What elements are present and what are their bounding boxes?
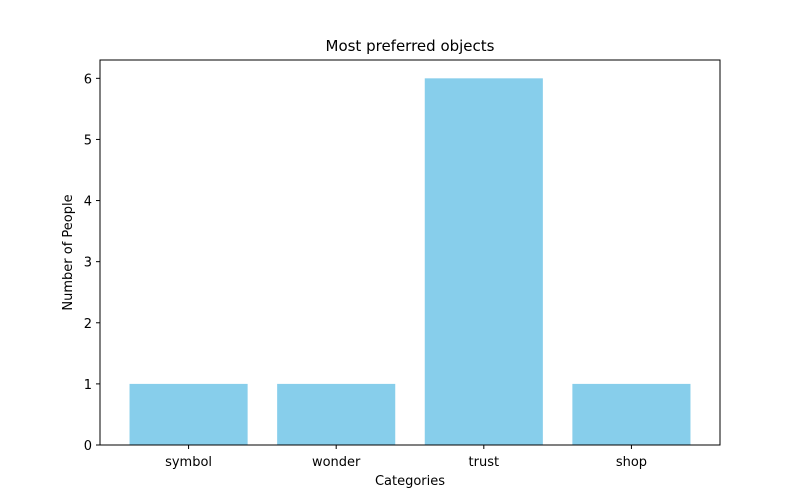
x-tick-label: wonder xyxy=(312,455,361,470)
plot-area-frame xyxy=(99,59,721,446)
y-tick-label: 6 xyxy=(84,72,92,87)
y-tick-label: 0 xyxy=(84,439,92,454)
y-tick-label: 5 xyxy=(84,133,92,148)
x-axis-label: Categories xyxy=(375,474,445,489)
bars-group xyxy=(129,78,691,445)
bar-shop xyxy=(572,383,691,445)
y-tick-label: 3 xyxy=(84,256,92,271)
x-tick-label: trust xyxy=(469,455,500,470)
bar-trust xyxy=(424,78,543,445)
y-axis-label: Number of People xyxy=(61,194,76,310)
x-tick-label: shop xyxy=(616,455,647,470)
y-tick-label: 4 xyxy=(84,195,92,210)
chart-title: Most preferred objects xyxy=(326,37,495,55)
x-tick-label: symbol xyxy=(165,455,212,470)
y-tick-label: 1 xyxy=(84,378,92,393)
y-tick-label: 2 xyxy=(84,317,92,332)
bar-symbol xyxy=(129,383,248,445)
bar-wonder xyxy=(277,383,396,445)
ticks-group: symbol wonder trust shop 0 1 2 3 4 5 6 xyxy=(84,72,647,470)
